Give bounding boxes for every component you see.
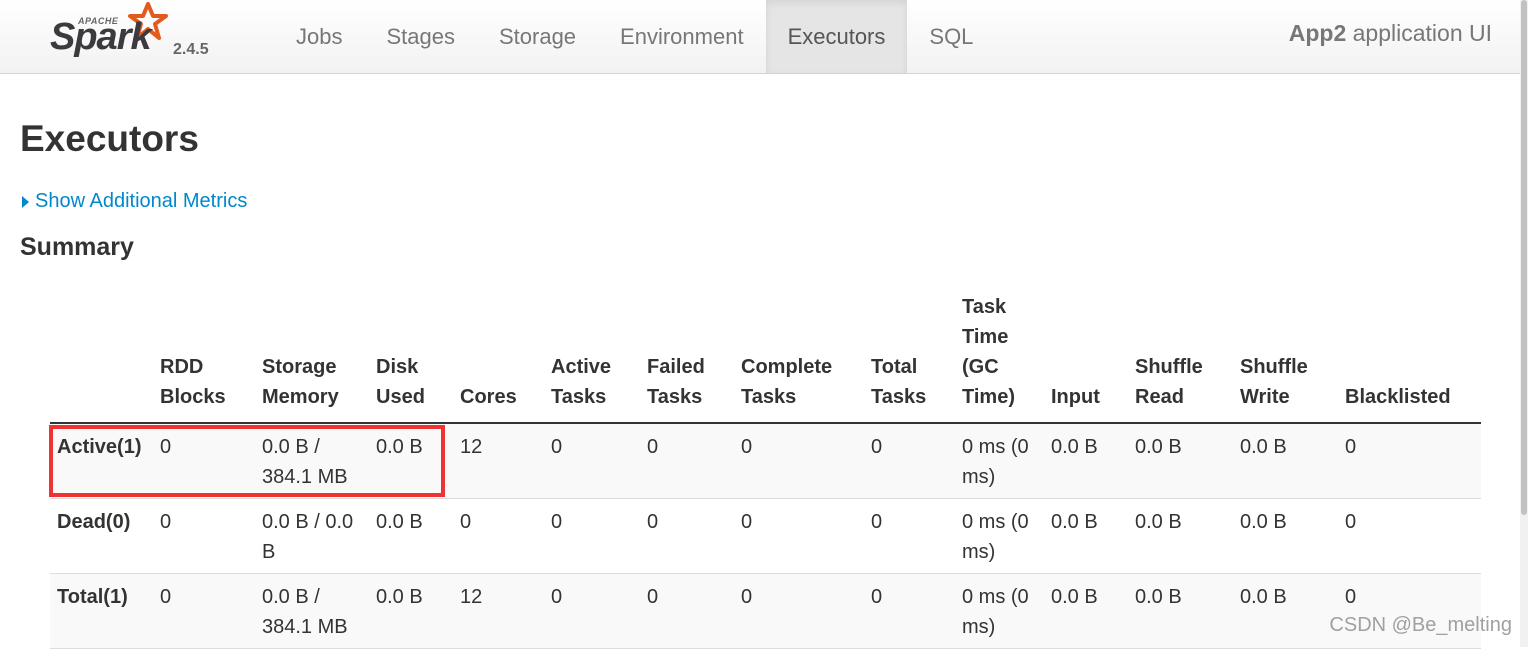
page-title: Executors xyxy=(20,118,199,159)
table-cell: 0.0 B xyxy=(1043,423,1127,499)
table-cell: 0.0 B xyxy=(1232,573,1337,649)
table-cell: 0 xyxy=(639,423,733,499)
table-cell: 0.0 B xyxy=(1127,423,1232,499)
table-cell: 0 xyxy=(863,498,954,574)
tab-storage[interactable]: Storage xyxy=(498,23,577,49)
spark-logo[interactable]: APACHE Spark 2.4.5 xyxy=(50,2,230,68)
column-header-shuffle-write[interactable]: Shuffle Write xyxy=(1232,290,1337,424)
table-cell: 0.0 B xyxy=(1127,498,1232,574)
table-cell: 0 xyxy=(152,498,254,574)
table-cell: 0.0 B / 384.1 MB xyxy=(254,573,368,649)
table-cell: 0 ms (0 ms) xyxy=(954,423,1043,499)
table-cell: 0 xyxy=(543,498,639,574)
table-cell: 0 xyxy=(863,573,954,649)
column-header-failed-tasks[interactable]: Failed Tasks xyxy=(639,290,733,424)
row-label: Active(1) xyxy=(50,423,152,499)
column-header-task-time[interactable]: Task Time (GC Time) xyxy=(954,290,1043,424)
table-cell: 0.0 B xyxy=(368,423,452,499)
tab-environment[interactable]: Environment xyxy=(620,23,744,49)
table-row-dead: Dead(0) 0 0.0 B / 0.0 B 0.0 B 0 0 0 0 0 … xyxy=(50,498,1481,574)
table-cell: 0 xyxy=(1337,423,1481,499)
column-header-storage-memory[interactable]: Storage Memory xyxy=(254,290,368,424)
table-row-total: Total(1) 0 0.0 B / 384.1 MB 0.0 B 12 0 0… xyxy=(50,573,1481,649)
table-cell: 0 xyxy=(543,573,639,649)
table-cell: 12 xyxy=(452,423,543,499)
column-header-input[interactable]: Input xyxy=(1043,290,1127,424)
row-label: Dead(0) xyxy=(50,498,152,574)
show-additional-metrics-label: Show Additional Metrics xyxy=(35,190,248,212)
app-name: App2 xyxy=(1288,20,1347,46)
top-navbar: APACHE Spark 2.4.5 Jobs Stages Storage E… xyxy=(0,0,1528,74)
column-header-blank xyxy=(50,290,152,424)
tab-stages[interactable]: Stages xyxy=(386,23,455,49)
table-cell: 0.0 B / 384.1 MB xyxy=(254,423,368,499)
table-cell: 0 xyxy=(863,423,954,499)
table-header-row: RDD Blocks Storage Memory Disk Used Core… xyxy=(50,290,1481,424)
watermark: CSDN @Be_melting xyxy=(1329,614,1512,636)
table-cell: 0.0 B xyxy=(368,498,452,574)
table-cell: 0 xyxy=(1337,498,1481,574)
caret-right-icon xyxy=(22,195,29,208)
table-cell: 0 ms (0 ms) xyxy=(954,498,1043,574)
show-additional-metrics-link[interactable]: Show Additional Metrics xyxy=(22,190,247,213)
tab-sql[interactable]: SQL xyxy=(929,23,974,49)
table-cell: 0.0 B xyxy=(1127,573,1232,649)
column-header-shuffle-read[interactable]: Shuffle Read xyxy=(1127,290,1232,424)
spark-star-icon xyxy=(128,2,168,40)
nav-tabs: Jobs Stages Storage Environment Executor… xyxy=(274,0,995,73)
scrollbar-thumb[interactable] xyxy=(1521,0,1527,515)
table-cell: 0 xyxy=(733,573,863,649)
table-cell: 12 xyxy=(452,573,543,649)
column-header-complete-tasks[interactable]: Complete Tasks xyxy=(733,290,863,424)
table-cell: 0 ms (0 ms) xyxy=(954,573,1043,649)
tab-executors[interactable]: Executors xyxy=(765,0,908,73)
table-cell: 0.0 B xyxy=(1043,573,1127,649)
column-header-active-tasks[interactable]: Active Tasks xyxy=(543,290,639,424)
table-row-active: Active(1) 0 0.0 B / 384.1 MB 0.0 B 12 0 … xyxy=(50,423,1481,499)
table-cell: 0 xyxy=(452,498,543,574)
app-title-suffix: application UI xyxy=(1346,20,1492,46)
table-cell: 0.0 B xyxy=(368,573,452,649)
vertical-scrollbar[interactable] xyxy=(1520,0,1528,647)
table-cell: 0 xyxy=(543,423,639,499)
column-header-cores[interactable]: Cores xyxy=(452,290,543,424)
table-cell: 0.0 B xyxy=(1232,423,1337,499)
executors-summary-table: RDD Blocks Storage Memory Disk Used Core… xyxy=(50,290,1481,649)
table-cell: 0 xyxy=(639,498,733,574)
app-title: App2 application UI xyxy=(1289,20,1492,47)
apache-label: APACHE xyxy=(78,16,119,26)
spark-version: 2.4.5 xyxy=(173,41,209,58)
table-cell: 0.0 B / 0.0 B xyxy=(254,498,368,574)
table-cell: 0 xyxy=(1337,573,1481,649)
table-cell: 0.0 B xyxy=(1043,498,1127,574)
tab-jobs[interactable]: Jobs xyxy=(296,23,343,49)
table-cell: 0 xyxy=(152,573,254,649)
table-cell: 0 xyxy=(733,423,863,499)
spark-wordmark: Spark xyxy=(50,16,152,58)
column-header-blacklisted[interactable]: Blacklisted xyxy=(1337,290,1481,424)
table-cell: 0.0 B xyxy=(1232,498,1337,574)
row-label: Total(1) xyxy=(50,573,152,649)
column-header-disk-used[interactable]: Disk Used xyxy=(368,290,452,424)
column-header-rdd-blocks[interactable]: RDD Blocks xyxy=(152,290,254,424)
column-header-total-tasks[interactable]: Total Tasks xyxy=(863,290,954,424)
table-cell: 0 xyxy=(639,573,733,649)
table-cell: 0 xyxy=(733,498,863,574)
summary-heading: Summary xyxy=(20,233,134,261)
annotation-highlight-box xyxy=(49,425,445,497)
table-cell: 0 xyxy=(152,423,254,499)
